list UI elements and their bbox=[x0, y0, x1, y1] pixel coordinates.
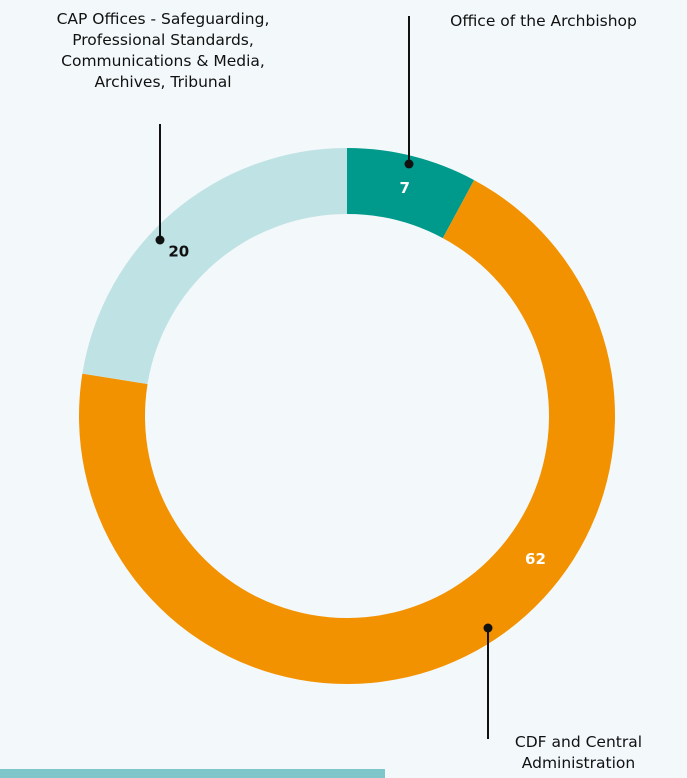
label-cap-offices: CAP Offices - Safeguarding, Professional… bbox=[0, 9, 326, 93]
label-office-of-archbishop: Office of the Archbishop bbox=[400, 11, 687, 32]
label-cdf-line: Administration bbox=[521, 754, 636, 772]
donut-slices bbox=[78, 148, 615, 685]
donut-slice bbox=[347, 148, 475, 239]
label-office-line: Office of the Archbishop bbox=[450, 12, 637, 30]
label-cap-line: Professional Standards, bbox=[72, 31, 254, 49]
leader-dot bbox=[483, 623, 493, 633]
label-cdf-line: CDF and Central bbox=[514, 733, 643, 751]
label-cap-line: Communications & Media, bbox=[61, 52, 265, 70]
label-cap-line: CAP Offices - Safeguarding, bbox=[56, 10, 270, 28]
leader-dot bbox=[404, 159, 414, 169]
label-cap-line: Archives, Tribunal bbox=[94, 73, 232, 91]
bottom-accent-strip bbox=[0, 769, 385, 778]
value-labels: 7 62 20 bbox=[168, 179, 546, 568]
slice-value-label: 62 bbox=[525, 550, 546, 568]
donut-slice bbox=[82, 148, 347, 385]
leader-dot bbox=[155, 235, 165, 245]
slice-value-label: 7 bbox=[400, 179, 410, 197]
leader-lines bbox=[155, 16, 493, 739]
slice-value-label: 20 bbox=[168, 242, 189, 260]
label-cdf-central-admin: CDF and Central Administration bbox=[470, 732, 687, 774]
